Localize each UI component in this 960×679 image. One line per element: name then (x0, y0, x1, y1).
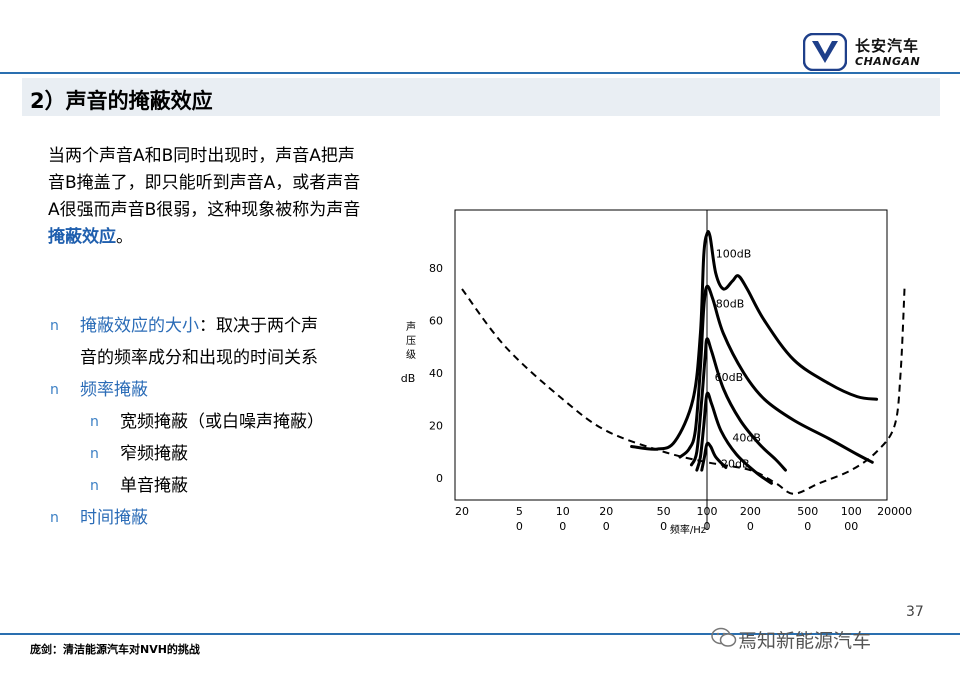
bullet-text: 窄频掩蔽 (120, 444, 188, 464)
masking-curve-100dB (630, 230, 879, 451)
bullet-marker: n (50, 318, 59, 334)
x-tick-label: 00 (844, 520, 858, 533)
bullet-marker: n (50, 382, 59, 398)
highlight-term: 掩蔽效应 (48, 227, 116, 247)
x-tick-label: 0 (804, 520, 811, 533)
title-bar: 2）声音的掩蔽效应 (22, 78, 940, 116)
paragraph-tail: 。 (116, 227, 133, 247)
bullet-item-temporal-masking: n 时间掩蔽 (50, 505, 148, 532)
y-tick-label: 0 (436, 472, 443, 485)
x-tick-label: 100 (841, 505, 862, 518)
bullet-text: 时间掩蔽 (80, 508, 148, 528)
threshold-curve (461, 283, 906, 495)
bullet-marker: n (90, 446, 99, 462)
bullet-marker: n (50, 510, 59, 526)
paragraph-line: A很强而声音B很弱，这种现象被称为声音 (48, 200, 361, 220)
y-axis-unit-label: dB (401, 372, 416, 385)
masking-curve-60dB (689, 337, 787, 472)
changan-emblem-icon (803, 33, 847, 71)
x-tick-label: 500 (797, 505, 818, 518)
footer-text: 庞剑：清洁能源汽车对NVH的挑战 (30, 643, 200, 656)
bullet-item-masking-size: n 掩蔽效应的大小：取决于两个声 音的频率成分和出现的时间关系 (50, 313, 410, 372)
y-tick-label: 60 (429, 315, 443, 328)
y-tick-label: 80 (429, 262, 443, 275)
x-tick-label: 0 (603, 520, 610, 533)
x-tick-label: 100 (697, 505, 718, 518)
header-divider (0, 72, 960, 74)
curve-label: 40dB (732, 431, 761, 444)
bullet-marker: n (90, 478, 99, 494)
footer-divider (0, 633, 960, 635)
paragraph-line: 掩蔽效应。 (48, 224, 443, 251)
x-tick-label: 20000 (877, 505, 912, 518)
watermark-text: 焉知新能源汽车 (738, 630, 872, 652)
bullet-item-tone-masking: n 单音掩蔽 (90, 473, 188, 500)
x-tick-label: 20 (455, 505, 469, 518)
paragraph-line: 当两个声音A和B同时出现时，声音A把声 (48, 146, 355, 166)
changan-logo: 长安汽车 CHANGAN (803, 33, 943, 73)
bullet-item-frequency-masking: n 频率掩蔽 (50, 377, 148, 404)
x-tick-label: 50 (657, 505, 671, 518)
wechat-icon (711, 627, 737, 647)
x-tick-label: 0 (704, 520, 711, 533)
bullet-item-narrowband-masking: n 窄频掩蔽 (90, 441, 188, 468)
curve-label: 100dB (716, 248, 752, 261)
x-tick-label: 20 (599, 505, 613, 518)
y-tick-label: 40 (429, 367, 443, 380)
curve-label: 80dB (716, 297, 745, 310)
x-tick-label: 0 (660, 520, 667, 533)
y-tick-label: 20 (429, 420, 443, 433)
curve-label: 20dB (721, 458, 750, 471)
masking-curve-80dB (678, 284, 874, 464)
curve-label: 60dB (715, 371, 744, 384)
bullet-text-line2: 音的频率成分和出现的时间关系 (80, 348, 318, 368)
x-tick-label: 5 (516, 505, 523, 518)
x-tick-label: 0 (516, 520, 523, 533)
bullet-text: 频率掩蔽 (80, 380, 148, 400)
bullet-item-broadband-masking: n 宽频掩蔽（或白噪声掩蔽） (90, 409, 324, 436)
logo-english-name: CHANGAN (855, 55, 921, 68)
bullet-text: 单音掩蔽 (120, 476, 188, 496)
bullet-marker: n (90, 414, 99, 430)
x-tick-label: 10 (556, 505, 570, 518)
x-axis-label: 频率/Hz (670, 523, 706, 536)
paragraph-line: 音B掩盖了，即只能听到声音A，或者声音 (48, 173, 361, 193)
masking-curve-40dB (695, 391, 773, 485)
intro-paragraph: 当两个声音A和B同时出现时，声音A把声 音B掩盖了，即只能听到声音A，或者声音 … (48, 143, 443, 251)
bullet-text: 宽频掩蔽（或白噪声掩蔽） (120, 412, 324, 432)
plot-frame (454, 209, 888, 501)
page-number: 37 (906, 604, 924, 620)
bullet-highlight: 掩蔽效应的大小 (80, 316, 199, 336)
bullet-text: ：取决于两个声 (199, 316, 318, 336)
x-tick-label: 0 (747, 520, 754, 533)
page-title: 2）声音的掩蔽效应 (30, 89, 213, 113)
x-tick-label: 200 (740, 505, 761, 518)
masking-curve-20dB (700, 441, 728, 472)
logo-chinese-name: 长安汽车 (855, 37, 920, 55)
x-tick-label: 0 (559, 520, 566, 533)
